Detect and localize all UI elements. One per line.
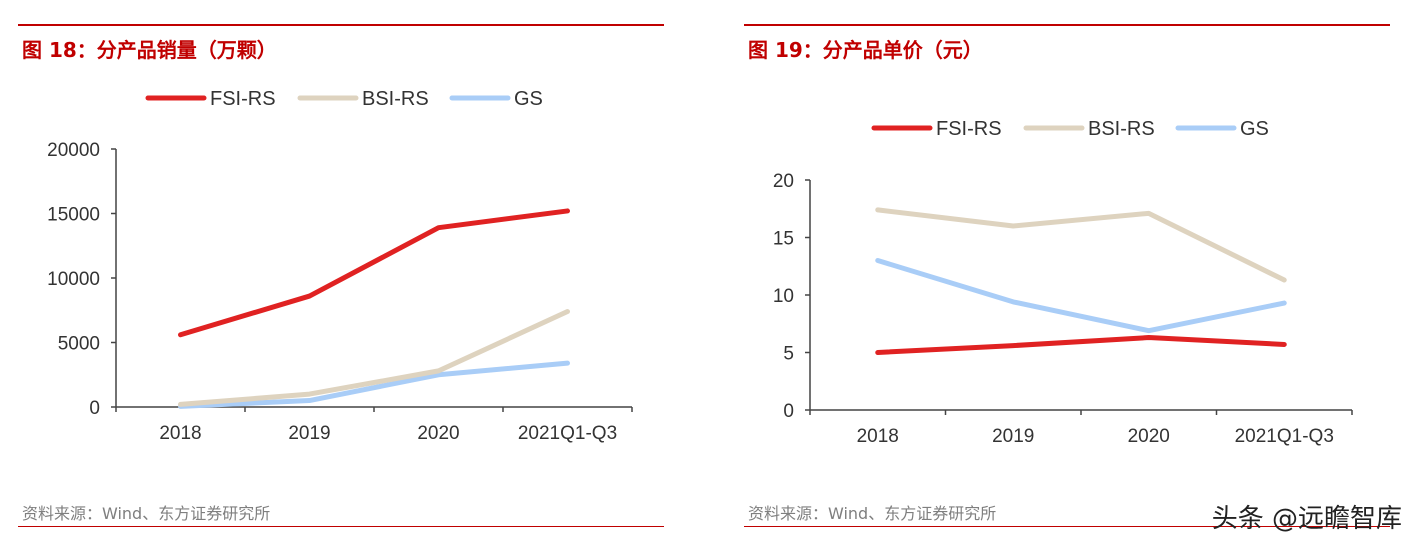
series-line-gs <box>875 258 1287 334</box>
y-tick-label: 10000 <box>47 269 100 290</box>
chart-title: 图 19：分产品单价（元） <box>748 38 983 62</box>
x-tick-label: 2021Q1-Q3 <box>1235 426 1334 447</box>
x-tick-label: 2020 <box>1128 426 1170 447</box>
y-tick-label: 15 <box>773 229 794 250</box>
legend-label: FSI-RS <box>936 118 1002 140</box>
y-tick-label: 15000 <box>47 205 100 226</box>
x-tick-label: 2020 <box>417 423 459 444</box>
y-tick-label: 5000 <box>58 334 100 355</box>
chart-panel-sales: 图 18：分产品销量（万颗） FSI-RS BSI-RS GS 0 5000 10000 1… <box>0 0 700 554</box>
price-line-chart: FSI-RS BSI-RS GS 0 5 10 15 20 2018 2019 2020 2021Q1… <box>773 118 1353 447</box>
top-rule <box>18 24 664 26</box>
x-tick-label: 2021Q1-Q3 <box>518 423 617 444</box>
series-line-fsi-rs <box>875 335 1287 355</box>
top-rule <box>744 24 1390 26</box>
y-tick-label: 5 <box>783 344 794 365</box>
legend-label: BSI-RS <box>362 88 429 110</box>
y-tick-label: 10 <box>773 286 794 307</box>
y-tick-label: 20000 <box>47 140 100 161</box>
x-tick-label: 2018 <box>857 426 899 447</box>
watermark: 头条 @远瞻智库 <box>1211 504 1402 534</box>
legend-label: GS <box>1240 118 1269 140</box>
sales-line-chart: FSI-RS BSI-RS GS 0 5000 10000 15000 20000 2018 20… <box>47 88 633 444</box>
x-tick-label: 2019 <box>288 423 330 444</box>
chart-title: 图 18：分产品销量（万颗） <box>22 38 277 62</box>
y-tick-label: 0 <box>89 398 100 419</box>
x-tick-label: 2018 <box>159 423 201 444</box>
chart-panel-price: 图 19：分产品单价（元） FSI-RS BSI-RS GS 0 5 10 15 20 2018… <box>726 0 1416 554</box>
source-note: 资料来源：Wind、东方证券研究所 <box>748 504 997 523</box>
source-note: 资料来源：Wind、东方证券研究所 <box>22 504 271 523</box>
series-line-fsi-rs <box>178 208 570 338</box>
series-line-bsi-rs <box>178 309 570 407</box>
legend-label: GS <box>514 88 543 110</box>
series-line-bsi-rs <box>875 207 1287 283</box>
series-line-gs <box>178 360 570 409</box>
y-tick-label: 0 <box>783 401 794 422</box>
legend-label: BSI-RS <box>1088 118 1155 140</box>
legend-label: FSI-RS <box>210 88 276 110</box>
bottom-rule <box>744 526 1390 527</box>
bottom-rule <box>18 526 664 527</box>
x-tick-label: 2019 <box>992 426 1034 447</box>
y-tick-label: 20 <box>773 171 794 192</box>
